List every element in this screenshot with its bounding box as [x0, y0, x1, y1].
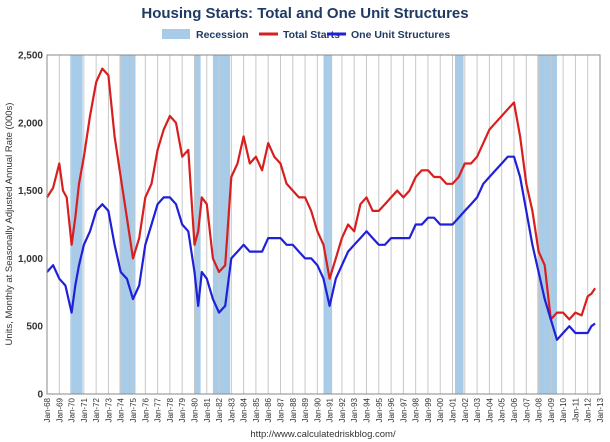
y-tick-label: 2,500 [18, 51, 43, 62]
legend-recession-swatch [162, 29, 190, 39]
plot-frame [46, 54, 601, 395]
x-tick-label: Jan-68 [43, 397, 52, 422]
x-tick-label: Jan-74 [117, 397, 126, 422]
series-lines [46, 67, 597, 341]
x-tick-label: Jan-92 [338, 397, 347, 422]
x-tick-label: Jan-94 [363, 397, 372, 422]
x-tick-label: Jan-73 [104, 397, 113, 422]
x-tick-label: Jan-69 [55, 397, 64, 422]
x-tick-label: Jan-76 [141, 397, 150, 422]
x-tick-label: Jan-80 [190, 397, 199, 422]
legend: Recession Total Starts One Unit Structur… [162, 29, 450, 41]
x-tick-label: Jan-93 [350, 397, 359, 422]
y-tick-label: 1,000 [18, 254, 43, 265]
x-tick-label: Jan-09 [547, 397, 556, 422]
x-tick-label: Jan-75 [129, 397, 138, 422]
one-unit-structures-line [46, 155, 596, 341]
x-tick-label: Jan-96 [387, 397, 396, 422]
chart-title: Housing Starts: Total and One Unit Struc… [141, 5, 468, 22]
x-tick-label: Jan-72 [92, 397, 101, 422]
recession-band-3 [194, 55, 201, 394]
x-tick-label: Jan-02 [461, 397, 470, 422]
x-axis-ticks: Jan-68 Jan-69 Jan-70 Jan-71 Jan-72 Jan-73 Jan-… [43, 397, 605, 422]
recession-band-7 [537, 55, 557, 394]
x-tick-label: Jan-81 [203, 397, 212, 422]
y-axis-ticks: 0 500 1,000 1,500 2,000 2,500 [18, 51, 43, 401]
x-tick-label: Jan-78 [166, 397, 175, 422]
x-tick-label: Jan-85 [252, 397, 261, 422]
y-axis-label: Units, Monthly at Seasonally Adjusted An… [4, 103, 15, 346]
recession-band-1 [70, 55, 83, 394]
x-tick-label: Jan-08 [535, 397, 544, 422]
x-tick-label: Jan-86 [264, 397, 273, 422]
x-tick-label: Jan-95 [375, 397, 384, 422]
x-tick-label: Jan-12 [584, 397, 593, 422]
legend-single-label: One Unit Structures [351, 29, 450, 41]
x-tick-label: Jan-11 [571, 397, 580, 421]
x-tick-label: Jan-98 [412, 397, 421, 422]
x-tick-label: Jan-79 [178, 397, 187, 422]
x-tick-label: Jan-10 [559, 397, 568, 422]
x-tick-label: Jan-82 [215, 397, 224, 422]
x-tick-label: Jan-04 [485, 397, 494, 422]
recession-band-6 [454, 55, 464, 394]
x-tick-label: Jan-01 [449, 397, 458, 422]
x-tick-label: Jan-05 [498, 397, 507, 422]
x-tick-label: Jan-83 [227, 397, 236, 422]
x-tick-label: Jan-99 [424, 397, 433, 422]
x-tick-label: Jan-87 [276, 397, 285, 422]
recession-bands [70, 55, 557, 394]
source-url: http://www.calculatedriskblog.com/ [250, 429, 396, 440]
x-tick-label: Jan-03 [473, 397, 482, 422]
total-starts-line [46, 67, 597, 321]
x-tick-label: Jan-89 [301, 397, 310, 422]
legend-total-label: Total Starts [283, 29, 340, 41]
recession-band-5 [323, 55, 333, 394]
x-tick-label: Jan-06 [510, 397, 519, 422]
x-tick-label: Jan-88 [289, 397, 298, 422]
y-tick-label: 0 [37, 390, 43, 401]
x-tick-label: Jan-70 [68, 397, 77, 422]
x-tick-label: Jan-00 [436, 397, 445, 422]
x-tick-label: Jan-91 [326, 397, 335, 422]
x-tick-label: Jan-07 [522, 397, 531, 422]
y-tick-label: 2,000 [18, 118, 43, 129]
legend-recession-label: Recession [196, 29, 249, 41]
x-tick-label: Jan-13 [596, 397, 605, 422]
x-tick-label: Jan-90 [313, 397, 322, 422]
x-tick-label: Jan-84 [240, 397, 249, 422]
y-tick-label: 500 [26, 322, 43, 333]
x-tick-label: Jan-71 [80, 397, 89, 422]
x-tick-label: Jan-97 [399, 397, 408, 422]
y-tick-label: 1,500 [18, 186, 43, 197]
x-tick-label: Jan-77 [154, 397, 163, 422]
